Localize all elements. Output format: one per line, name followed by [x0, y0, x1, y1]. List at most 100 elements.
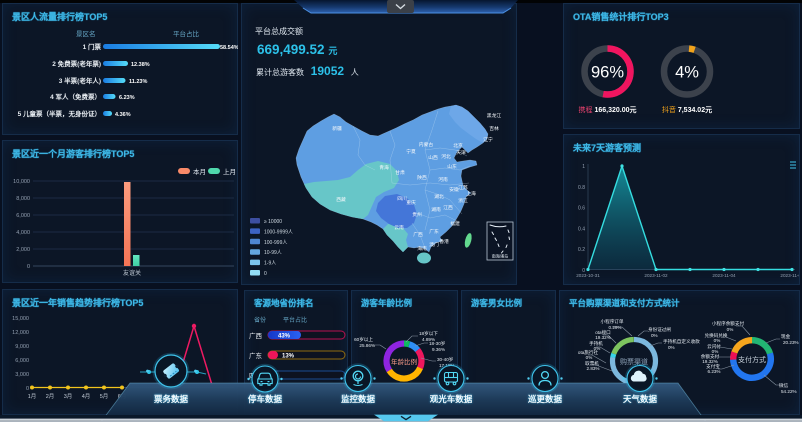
svg-text:友谊关: 友谊关 [123, 269, 141, 277]
svg-text:2 免费票(老年票): 2 免费票(老年票) [52, 59, 101, 68]
svg-text:甘肃: 甘肃 [395, 169, 405, 176]
svg-text:广西: 广西 [249, 331, 263, 340]
svg-text:0.8: 0.8 [578, 185, 585, 191]
svg-text:广东: 广东 [429, 228, 439, 235]
svg-text:0.6: 0.6 [578, 206, 585, 212]
svg-text:1000-9999人: 1000-9999人 [264, 229, 293, 235]
svg-text:58.54%: 58.54% [220, 45, 238, 51]
svg-text:广东: 广东 [249, 351, 263, 360]
svg-text:购票渠道: 购票渠道 [620, 357, 648, 366]
svg-text:2023-11-06: 2023-11-06 [780, 273, 799, 278]
svg-text:0.2: 0.2 [578, 247, 585, 253]
svg-text:ota旅行社: ota旅行社 [578, 349, 599, 356]
svg-text:4.89%: 4.89% [422, 337, 435, 342]
svg-text:20.23%: 20.23% [783, 340, 799, 345]
svg-text:支付宝: 支付宝 [706, 363, 720, 370]
svg-text:4,000: 4,000 [16, 230, 30, 236]
svg-text:9.36%: 9.36% [432, 347, 445, 352]
svg-text:抖音 7,534.02元: 抖音 7,534.02元 [662, 105, 712, 114]
svg-text:本月: 本月 [193, 167, 206, 176]
svg-text:6,000: 6,000 [16, 213, 30, 219]
svg-text:0%: 0% [668, 345, 675, 350]
svg-text:兑换码兑换: 兑换码兑换 [705, 332, 728, 339]
svg-text:0%: 0% [712, 349, 719, 354]
svg-text:携程 166,320.00元: 携程 166,320.00元 [579, 105, 637, 114]
svg-text:3 半票(老年人): 3 半票(老年人) [59, 76, 101, 85]
svg-text:山东: 山东 [447, 163, 457, 170]
svg-text:手持机自定义收款: 手持机自定义收款 [663, 338, 700, 345]
svg-text:25.86%: 25.86% [359, 343, 375, 348]
svg-text:南海诸岛: 南海诸岛 [492, 253, 509, 260]
svg-text:湖南: 湖南 [431, 206, 441, 213]
svg-text:96%: 96% [591, 64, 624, 82]
svg-text:43%: 43% [278, 334, 291, 340]
svg-text:辽宁: 辽宁 [483, 136, 493, 143]
svg-text:福建: 福建 [450, 220, 460, 227]
svg-text:2.83%: 2.83% [586, 366, 599, 371]
svg-text:香港: 香港 [439, 238, 449, 245]
svg-text:17.18%: 17.18% [439, 363, 455, 368]
svg-text:内蒙古: 内蒙古 [419, 141, 434, 148]
svg-text:8,000: 8,000 [16, 196, 30, 202]
svg-text:云闪付: 云闪付 [707, 343, 721, 350]
svg-text:广西: 广西 [413, 231, 423, 238]
svg-text:4月: 4月 [82, 393, 91, 400]
svg-text:新疆: 新疆 [332, 125, 342, 132]
svg-text:安徽: 安徽 [449, 186, 459, 193]
svg-text:停车数据: 停车数据 [248, 394, 283, 404]
svg-text:余额支付: 余额支付 [701, 353, 720, 360]
svg-text:0%: 0% [651, 333, 658, 338]
svg-text:上月: 上月 [223, 167, 236, 176]
svg-text:1 门票: 1 门票 [83, 42, 102, 51]
svg-text:微信: 微信 [779, 382, 789, 389]
svg-text:手持机: 手持机 [589, 340, 603, 347]
svg-text:3,000: 3,000 [15, 372, 29, 378]
svg-text:江西: 江西 [443, 204, 453, 211]
svg-text:0: 0 [264, 271, 267, 277]
svg-text:河北: 河北 [441, 153, 451, 160]
svg-text:60岁以上: 60岁以上 [354, 336, 373, 343]
svg-text:巡更数据: 巡更数据 [528, 394, 563, 404]
svg-text:10-99人: 10-99人 [264, 250, 282, 256]
svg-text:宁夏: 宁夏 [406, 148, 416, 155]
svg-text:10,000: 10,000 [13, 179, 30, 185]
svg-text:四川: 四川 [397, 196, 407, 202]
svg-text:4%: 4% [675, 64, 699, 82]
svg-text:9,000: 9,000 [15, 344, 29, 350]
svg-text:100-999人: 100-999人 [264, 240, 287, 246]
svg-text:1-9人: 1-9人 [264, 261, 276, 267]
svg-text:2023-11-04: 2023-11-04 [712, 273, 736, 278]
svg-text:ota接口: ota接口 [595, 329, 611, 336]
svg-text:现金: 现金 [781, 333, 791, 340]
svg-text:13%: 13% [282, 354, 295, 360]
svg-text:0%: 0% [594, 346, 601, 351]
svg-text:2月: 2月 [46, 393, 55, 400]
svg-text:江苏: 江苏 [458, 184, 468, 191]
svg-text:5月: 5月 [100, 393, 109, 400]
svg-text:身份证过闸: 身份证过闸 [648, 326, 671, 333]
svg-text:0: 0 [26, 386, 29, 392]
svg-text:0%: 0% [727, 327, 734, 332]
svg-text:澳门: 澳门 [429, 241, 439, 248]
svg-text:天津: 天津 [456, 149, 466, 156]
svg-text:6,000: 6,000 [15, 358, 29, 364]
svg-text:19.32%: 19.32% [595, 335, 611, 340]
svg-text:1月: 1月 [28, 393, 37, 400]
svg-text:云南: 云南 [394, 224, 404, 231]
svg-text:票务数据: 票务数据 [153, 394, 189, 404]
svg-text:海南: 海南 [417, 245, 427, 252]
svg-text:11.23%: 11.23% [129, 79, 147, 85]
svg-text:西藏: 西藏 [336, 196, 346, 203]
svg-text:浙江: 浙江 [458, 197, 468, 204]
svg-text:12.38%: 12.38% [131, 62, 150, 68]
svg-text:18岁以下: 18岁以下 [419, 330, 438, 337]
svg-text:4 军人（免费票）: 4 军人（免费票） [50, 92, 101, 101]
svg-text:≥ 10000: ≥ 10000 [264, 219, 282, 225]
svg-text:青海: 青海 [379, 164, 389, 171]
svg-text:2,000: 2,000 [16, 247, 30, 253]
svg-text:18-30岁: 18-30岁 [429, 340, 446, 347]
svg-text:北京: 北京 [453, 142, 463, 149]
svg-text:1: 1 [582, 164, 585, 170]
svg-text:5 儿童票（半票，无身份证）: 5 儿童票（半票，无身份证） [18, 109, 101, 118]
svg-text:4.36%: 4.36% [115, 112, 131, 118]
